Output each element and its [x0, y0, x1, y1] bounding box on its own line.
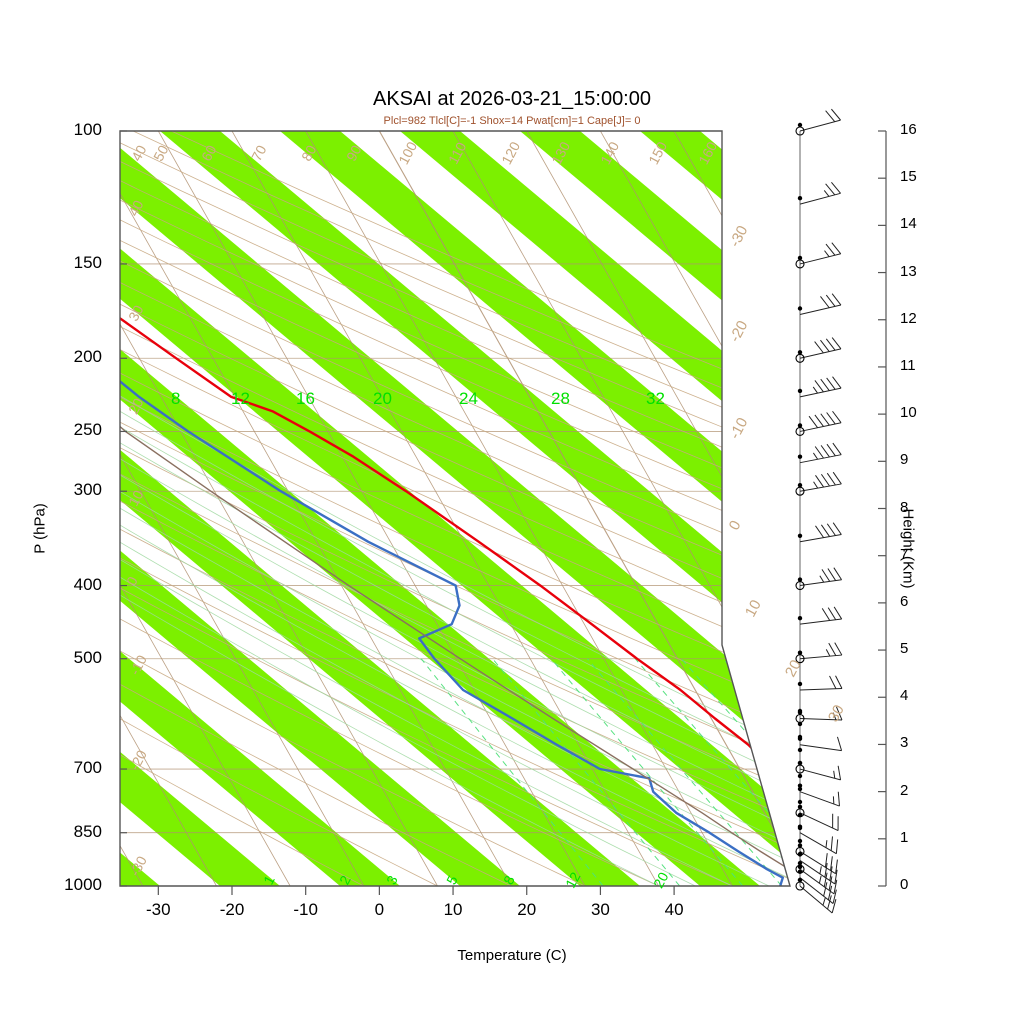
wind-barb	[795, 471, 842, 496]
chart-subtitle: Plcl=982 Tlcl[C]=-1 Shox=14 Pwat[cm]=1 C…	[383, 115, 641, 127]
profile-parcel	[120, 131, 790, 886]
height-tick-label: 12	[900, 309, 917, 327]
wind-level-dot	[797, 747, 803, 753]
wind-barb	[795, 843, 838, 875]
profile-dewpoint	[120, 131, 784, 886]
wind-level-dot	[797, 786, 803, 792]
wind-barb	[797, 293, 842, 315]
temperature-tick-label: -20	[219, 900, 245, 919]
height-tick-label: 1	[900, 828, 909, 846]
wind-level-dot	[797, 708, 803, 714]
wind-level-dot	[797, 825, 803, 831]
mixing-ratio-label: 28	[551, 389, 570, 408]
wind-barb	[797, 376, 842, 398]
pressure-tick-label: 250	[73, 420, 102, 440]
pressure-tick-label: 850	[73, 821, 102, 841]
profile-temperature	[120, 131, 790, 886]
temperature-tick-label: -30	[146, 900, 171, 919]
height-tick-label: 7	[900, 545, 909, 563]
temperature-tick-label: 20	[517, 900, 537, 919]
height-tick-label: 9	[900, 451, 909, 469]
height-tick-label: 6	[900, 592, 909, 610]
wind-barb	[797, 181, 841, 205]
temperature-tick-label: 0	[374, 900, 385, 919]
wind-barb	[797, 606, 843, 625]
pressure-tick-label: 700	[73, 758, 102, 778]
pressure-tick-label: 200	[73, 347, 102, 367]
wind-level-dot	[797, 773, 803, 779]
height-tick-label: 16	[900, 121, 917, 138]
mixing-ratio-label: 16	[296, 389, 315, 408]
height-tick-label: 10	[900, 404, 917, 422]
mixing-ratio-label: 32	[646, 389, 665, 408]
wind-barb	[795, 337, 842, 363]
wind-level-dot	[797, 838, 803, 844]
temperature-tick-label: 30	[590, 900, 610, 919]
wind-barb	[797, 736, 843, 752]
wind-level-dot	[797, 734, 803, 740]
wind-barb	[795, 108, 841, 136]
height-tick-label: 14	[900, 215, 917, 233]
chart-title: AKSAI at 2026-03-21_15:00:00	[373, 88, 651, 110]
height-tick-label: 8	[900, 498, 909, 516]
height-tick-label: 13	[900, 262, 917, 280]
wind-level-dot	[797, 812, 803, 818]
mixing-ratio-label: 24	[459, 389, 478, 408]
wind-barb	[795, 804, 839, 832]
wind-level-dot	[797, 721, 803, 727]
wind-level-dot	[797, 851, 803, 857]
wind-barb	[797, 522, 842, 543]
pressure-tick-label: 100	[73, 120, 102, 139]
wind-level-dot	[797, 864, 803, 870]
height-tick-label: 2	[900, 781, 909, 799]
wind-level-dot	[797, 760, 803, 766]
wind-barb	[797, 675, 843, 691]
pressure-tick-label: 1000	[64, 875, 102, 894]
wind-barb	[797, 442, 842, 464]
height-tick-label: 5	[900, 640, 909, 658]
mixing-ratio-label: 20	[373, 389, 392, 408]
pressure-tick-label: 500	[73, 647, 102, 667]
wind-level-dot	[797, 877, 803, 883]
pressure-tick-label: 150	[73, 252, 102, 272]
x-axis-label: Temperature (C)	[457, 947, 567, 964]
pressure-tick-label: 300	[73, 480, 102, 500]
height-tick-label: 4	[900, 687, 909, 705]
temperature-tick-label: -10	[293, 900, 318, 919]
wind-barb	[795, 410, 842, 436]
wind-barb	[795, 642, 843, 664]
height-tick-label: 15	[900, 168, 917, 186]
wind-barb	[795, 877, 837, 914]
pressure-tick-label: 400	[73, 574, 102, 594]
wind-level-dot	[797, 799, 803, 805]
mixing-ratio-label: 12	[231, 389, 250, 408]
height-tick-label: 0	[900, 876, 909, 893]
height-tick-label: 11	[900, 356, 916, 374]
temperature-tick-label: 10	[443, 900, 463, 919]
temperature-tick-label: 40	[664, 900, 684, 919]
wind-barb	[795, 242, 842, 269]
wind-barb	[795, 760, 842, 781]
height-tick-label: 3	[900, 734, 909, 752]
wind-barb	[795, 567, 843, 591]
wind-barb	[797, 783, 840, 807]
mixing-ratio-label: 8	[171, 389, 181, 408]
